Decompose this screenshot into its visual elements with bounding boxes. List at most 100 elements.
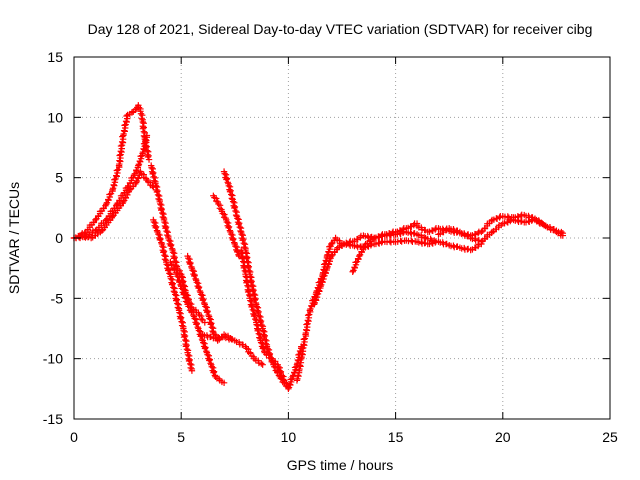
data-point <box>170 288 178 295</box>
x-tick-label: 5 <box>177 429 185 445</box>
data-point <box>313 291 320 298</box>
data-point <box>230 239 238 246</box>
data-point <box>102 201 110 208</box>
data-point <box>228 195 236 202</box>
data-point <box>408 237 415 244</box>
data-point <box>460 244 468 252</box>
x-tick-label: 0 <box>70 429 78 445</box>
data-point <box>197 291 205 298</box>
data-point <box>204 351 211 358</box>
data-point <box>478 238 485 245</box>
data-point <box>364 232 371 240</box>
data-point <box>170 284 177 291</box>
data-point <box>259 345 267 352</box>
data-point <box>328 240 335 248</box>
data-point <box>149 170 156 178</box>
data-point <box>387 232 395 239</box>
data-point <box>177 281 184 289</box>
data-point <box>224 179 231 186</box>
x-tick-label: 15 <box>388 429 404 445</box>
data-point <box>310 301 318 308</box>
data-point <box>135 104 143 111</box>
data-point <box>163 231 171 239</box>
data-point <box>198 335 206 343</box>
data-point <box>81 232 88 240</box>
data-point <box>237 227 244 235</box>
data-point <box>223 218 231 226</box>
data-point <box>164 267 172 274</box>
y-axis-label: SDTVAR / TECUs <box>6 182 22 294</box>
data-point <box>345 241 353 248</box>
data-point <box>167 275 175 282</box>
data-point <box>183 346 191 353</box>
y-tick-label: -10 <box>43 351 63 367</box>
data-point <box>221 170 228 177</box>
data-point <box>174 273 181 280</box>
data-point <box>304 312 312 319</box>
data-point <box>256 334 263 341</box>
y-tick-label: 15 <box>47 49 63 65</box>
data-point <box>257 339 265 346</box>
data-point <box>128 109 136 116</box>
data-point <box>203 348 210 355</box>
data-point <box>247 297 254 304</box>
data-point <box>300 336 308 343</box>
y-tick-label: -15 <box>43 411 63 427</box>
data-point <box>319 273 327 280</box>
data-point <box>407 229 414 236</box>
data-point <box>353 242 361 249</box>
data-point <box>248 303 255 311</box>
data-point <box>87 234 95 242</box>
x-tick-label: 20 <box>495 429 511 445</box>
ticks: 0 5 10 15 20 25 -15 -10 -5 0 5 10 15 <box>43 49 618 445</box>
data-point <box>208 363 216 370</box>
data-point <box>145 156 153 163</box>
data-point <box>203 309 211 316</box>
data-point <box>496 214 503 221</box>
data-point <box>238 255 246 262</box>
y-tick-label: 10 <box>47 109 63 125</box>
data-point <box>121 122 128 129</box>
data-point <box>185 357 193 365</box>
data-point <box>138 115 145 122</box>
data-point <box>168 245 176 252</box>
x-axis-label: GPS time / hours <box>287 457 394 473</box>
data-point <box>173 297 180 304</box>
data-point <box>186 260 194 268</box>
data-point <box>232 242 239 250</box>
data-point <box>192 275 199 283</box>
data-point <box>227 230 235 238</box>
data-point <box>161 256 169 263</box>
data-points <box>70 102 567 393</box>
data-point <box>220 379 228 386</box>
data-point <box>188 263 195 270</box>
data-point <box>244 288 252 296</box>
data-point <box>303 321 310 328</box>
data-point <box>275 363 282 370</box>
data-point <box>206 357 213 364</box>
data-point <box>258 360 265 367</box>
data-point <box>239 237 246 244</box>
data-point <box>116 152 123 159</box>
data-point <box>232 211 240 219</box>
data-point <box>137 110 145 117</box>
data-point <box>152 224 159 232</box>
data-point <box>109 213 116 220</box>
data-point <box>328 252 335 260</box>
data-point <box>387 239 395 246</box>
data-point <box>249 306 256 314</box>
data-point <box>252 315 259 323</box>
data-point <box>261 348 268 355</box>
data-point <box>189 311 197 319</box>
data-point <box>349 268 356 275</box>
data-point <box>135 162 142 169</box>
data-point <box>155 230 162 238</box>
data-point <box>205 311 212 319</box>
data-point <box>98 227 106 234</box>
data-point <box>123 112 130 120</box>
data-point <box>369 236 376 243</box>
data-point <box>139 125 147 132</box>
data-point <box>378 239 385 246</box>
data-point <box>195 284 202 292</box>
